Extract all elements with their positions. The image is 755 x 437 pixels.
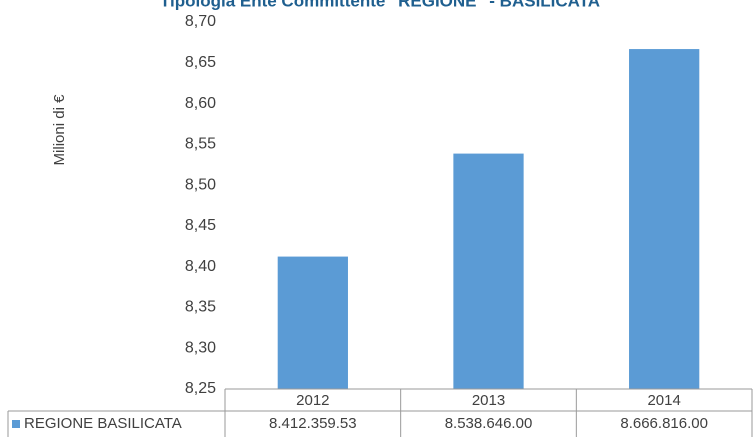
y-tick-label: 8,70: [185, 13, 216, 30]
y-tick-label: 8,65: [185, 54, 216, 71]
y-tick-label: 8,55: [185, 136, 216, 153]
data-label: 8.412.359.53: [269, 415, 357, 432]
y-axis-label: Milioni di €: [51, 94, 68, 166]
y-tick-label: 8,40: [185, 258, 216, 275]
x-tick-label: 2013: [472, 392, 505, 409]
legend-label: REGIONE BASILICATA: [24, 415, 182, 432]
chart-title: Tipologia Ente Committente "REGIONE" - B…: [160, 0, 600, 10]
y-tick-label: 8,50: [185, 176, 216, 193]
bar: [629, 49, 700, 390]
bar: [453, 153, 524, 389]
y-tick-label: 8,60: [185, 95, 216, 112]
y-tick-label: 8,30: [185, 339, 216, 356]
x-tick-label: 2012: [296, 392, 329, 409]
x-tick-label: 2014: [647, 392, 680, 409]
data-label: 8.666.816.00: [620, 415, 708, 432]
bar: [277, 256, 348, 389]
y-tick-label: 8,25: [185, 380, 216, 397]
legend-swatch: [12, 420, 20, 428]
y-tick-label: 8,45: [185, 217, 216, 234]
data-label: 8.538.646.00: [445, 415, 533, 432]
y-tick-label: 8,35: [185, 299, 216, 316]
